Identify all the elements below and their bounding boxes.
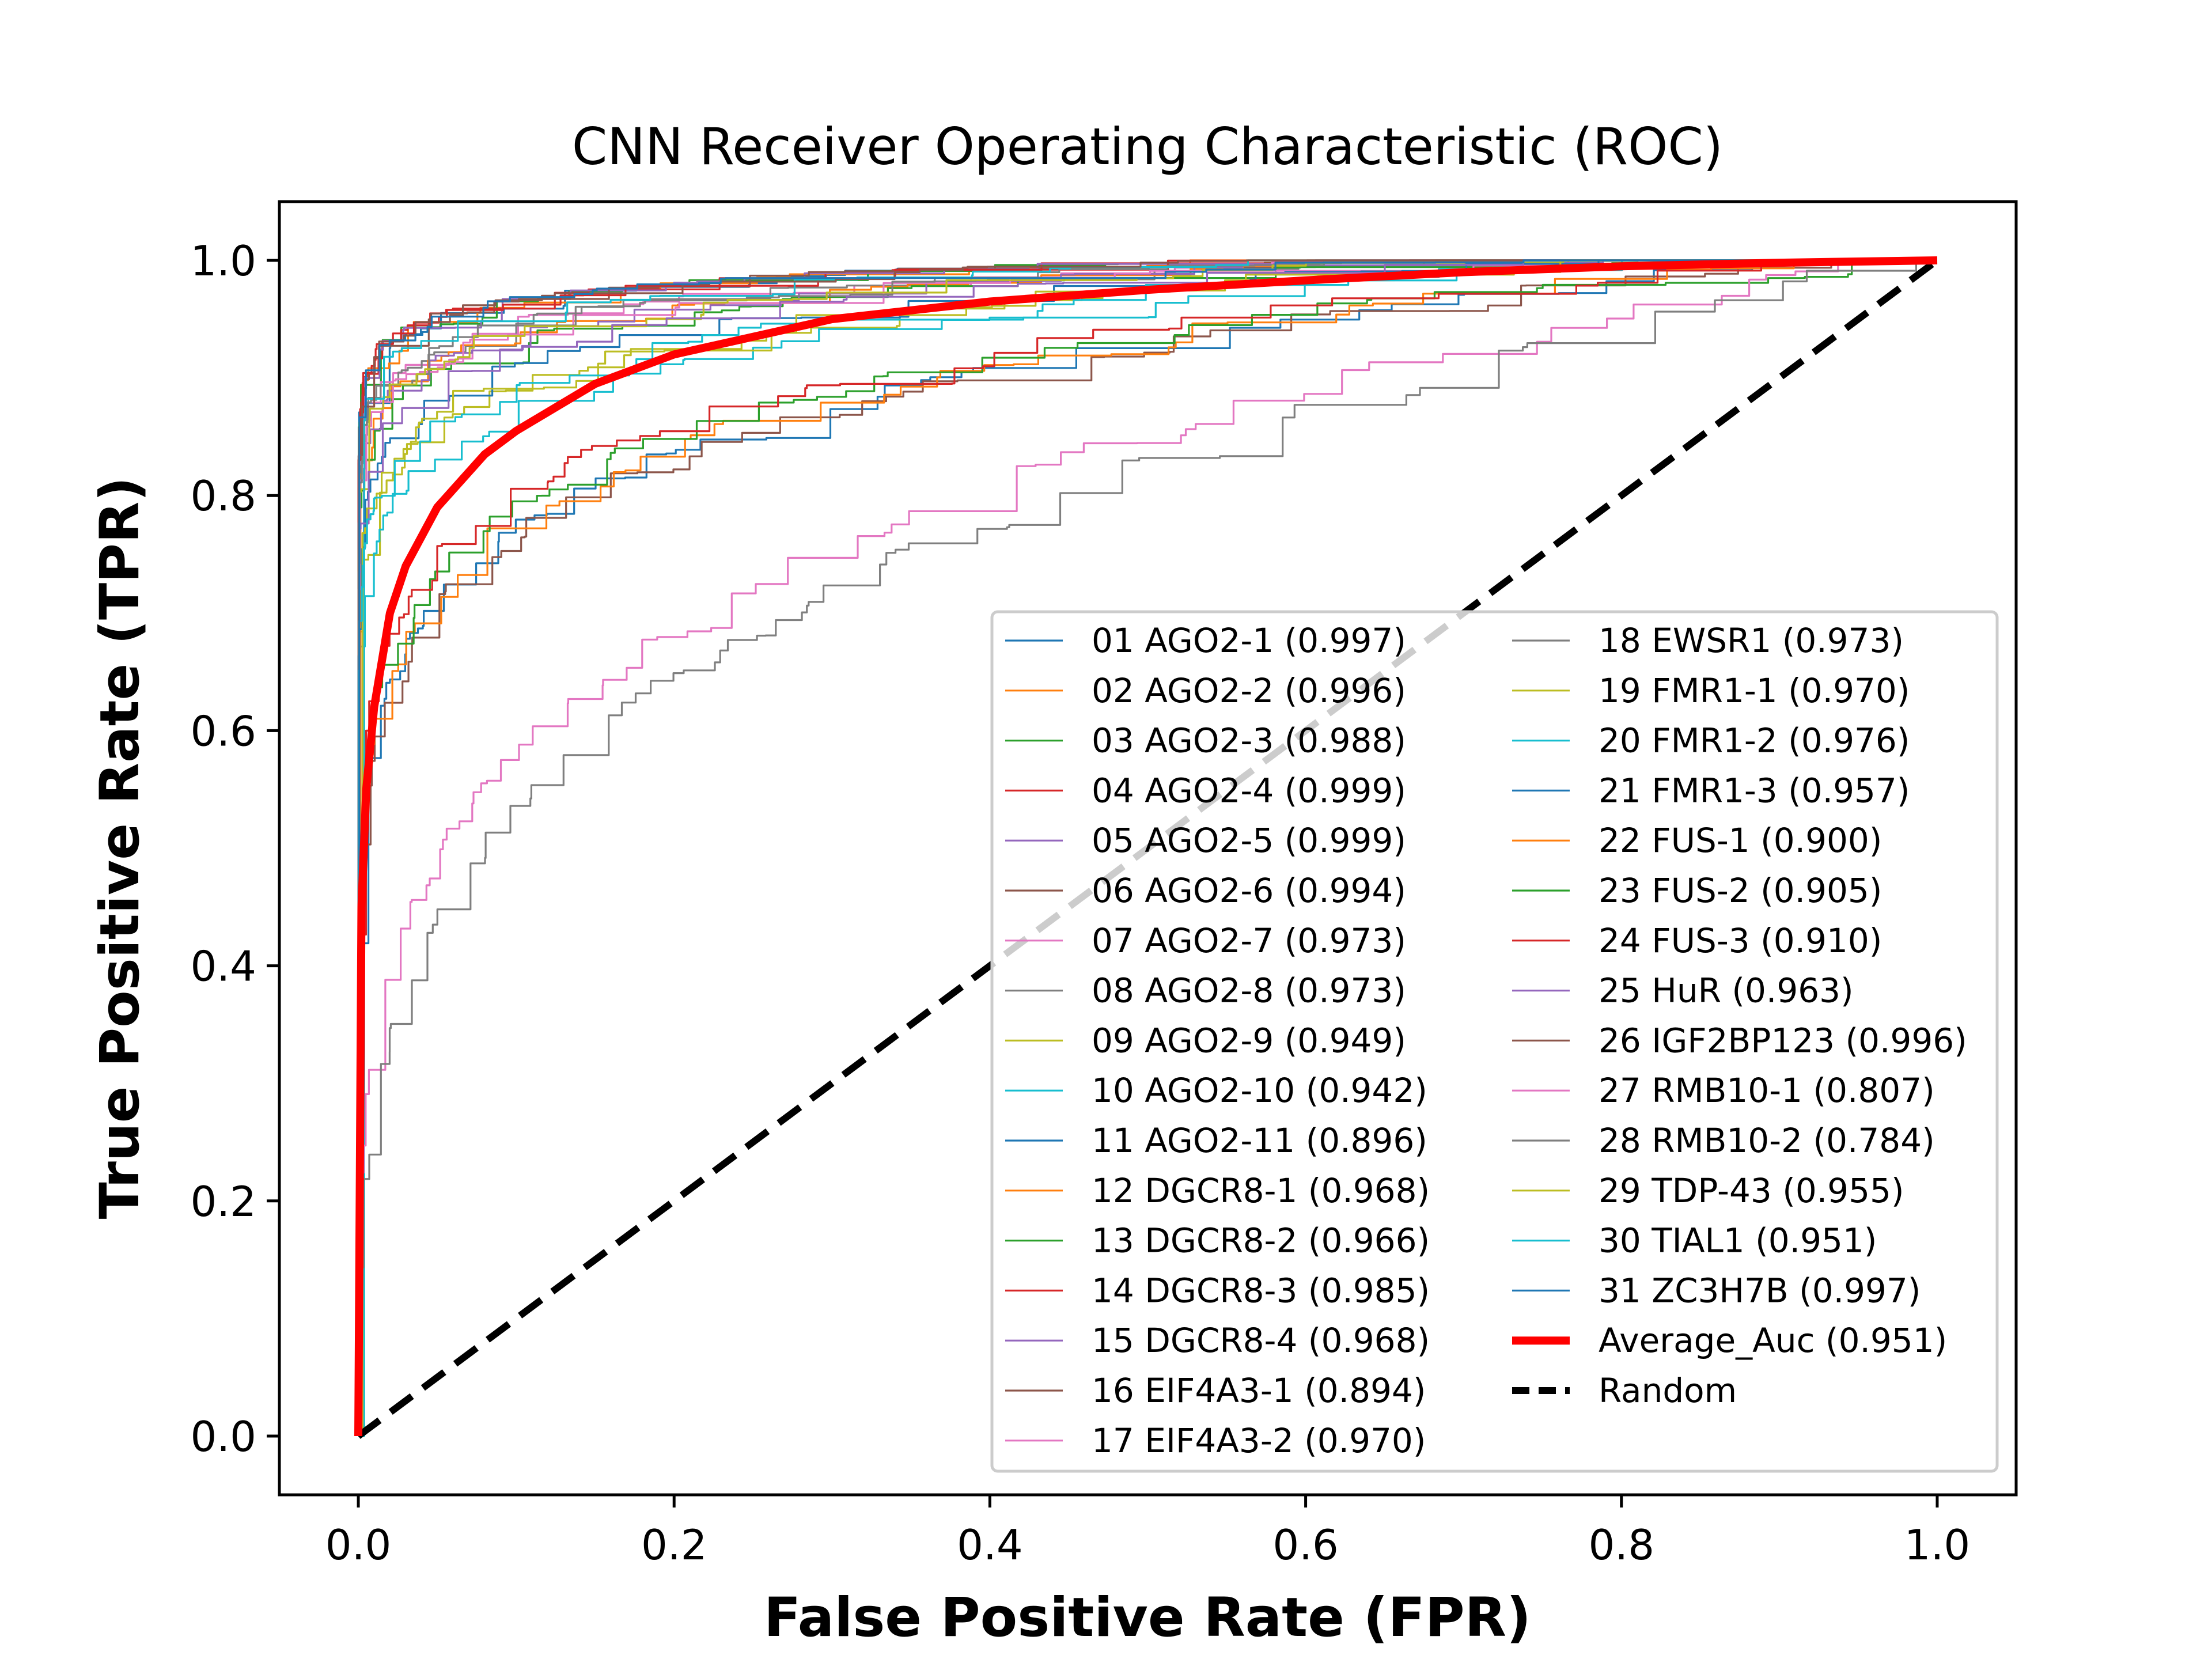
legend-label: 02 AGO2-2 (0.996) [1092,671,1406,710]
legend-box [990,610,1999,1473]
legend-label: 03 AGO2-3 (0.988) [1092,721,1406,760]
y-tick-label: 0.8 [190,472,256,520]
legend-label: 01 AGO2-1 (0.997) [1092,621,1406,660]
legend-label: 13 DGCR8-2 (0.966) [1092,1221,1430,1260]
x-tick-label: 0.6 [1272,1521,1339,1569]
legend-label: 29 TDP-43 (0.955) [1599,1171,1904,1210]
legend-label: 27 RMB10-1 (0.807) [1599,1071,1935,1110]
roc-curve [358,259,1937,1437]
x-tick-label: 0.2 [641,1521,707,1569]
legend-label: 22 FUS-1 (0.900) [1599,821,1882,860]
legend-label: 12 DGCR8-1 (0.968) [1092,1171,1430,1210]
legend-label: 06 AGO2-6 (0.994) [1092,871,1406,910]
legend: 01 AGO2-1 (0.997) 02 AGO2-2 (0.996) 03 AGO… [990,610,1999,1473]
roc-curve [357,259,1937,1437]
legend-label: 18 EWSR1 (0.973) [1599,621,1904,660]
roc-curve [358,259,1937,1437]
y-tick-label: 1.0 [190,237,256,285]
y-tick-label: 0.2 [190,1177,256,1226]
legend-label: 08 AGO2-8 (0.973) [1092,971,1406,1010]
x-tick-label: 0.8 [1589,1521,1655,1569]
legend-label: Random [1599,1371,1737,1410]
legend-label: 16 EIF4A3-1 (0.894) [1092,1371,1426,1410]
plot-area-frame [278,200,2018,1497]
average-roc-curve [354,256,1938,1437]
legend-label: 31 ZC3H7B (0.997) [1599,1271,1921,1310]
legend-label: Average_Auc (0.951) [1599,1321,1947,1360]
legend-label: 23 FUS-2 (0.905) [1599,871,1882,910]
legend-label: 24 FUS-3 (0.910) [1599,921,1882,960]
y-tick-label: 0.6 [190,707,256,755]
legend-label: 20 FMR1-2 (0.976) [1599,721,1910,760]
x-tick-label: 1.0 [1904,1521,1971,1569]
x-tick-label: 0.4 [957,1521,1023,1569]
y-tick-label: 0.0 [190,1412,256,1461]
roc-curve [358,259,1937,1437]
chart-title: CNN Receiver Operating Characteristic (R… [572,117,1723,176]
roc-curve [357,259,1937,1437]
legend-label: 05 AGO2-5 (0.999) [1092,821,1406,860]
legend-label: 28 RMB10-2 (0.784) [1599,1121,1935,1160]
legend-label: 30 TIAL1 (0.951) [1599,1221,1877,1260]
legend-label: 09 AGO2-9 (0.949) [1092,1021,1406,1060]
axis-ticks: 0.0 0.2 0.4 0.6 0.8 1.0 0.0 0.2 0.4 0.6 0.8 1.0 [190,237,1970,1569]
legend-label: 07 AGO2-7 (0.973) [1092,921,1406,960]
legend-label: 25 HuR (0.963) [1599,971,1854,1010]
legend-label: 19 FMR1-1 (0.970) [1599,671,1910,710]
legend-label: 26 IGF2BP123 (0.996) [1599,1021,1967,1060]
legend-label: 14 DGCR8-3 (0.985) [1092,1271,1430,1310]
roc-curve [357,259,1937,1437]
legend-label: 17 EIF4A3-2 (0.970) [1092,1421,1426,1460]
roc-curve [357,259,1937,1437]
y-tick-label: 0.4 [190,942,256,991]
legend-label: 04 AGO2-4 (0.999) [1092,771,1406,810]
legend-label: 15 DGCR8-4 (0.968) [1092,1321,1430,1360]
roc-curve [358,259,1937,1437]
x-tick-label: 0.0 [325,1521,392,1569]
legend-label: 10 AGO2-10 (0.942) [1092,1071,1427,1110]
roc-curves [354,256,1940,1439]
roc-curve [358,259,1937,1437]
legend-label: 11 AGO2-11 (0.896) [1092,1121,1427,1160]
x-axis-label: False Positive Rate (FPR) [764,1586,1531,1649]
legend-label: 21 FMR1-3 (0.957) [1599,771,1910,810]
roc-curve [357,259,1937,1437]
roc-curve [358,259,1937,1437]
y-axis-label: True Positive Rate (TPR) [89,477,151,1219]
